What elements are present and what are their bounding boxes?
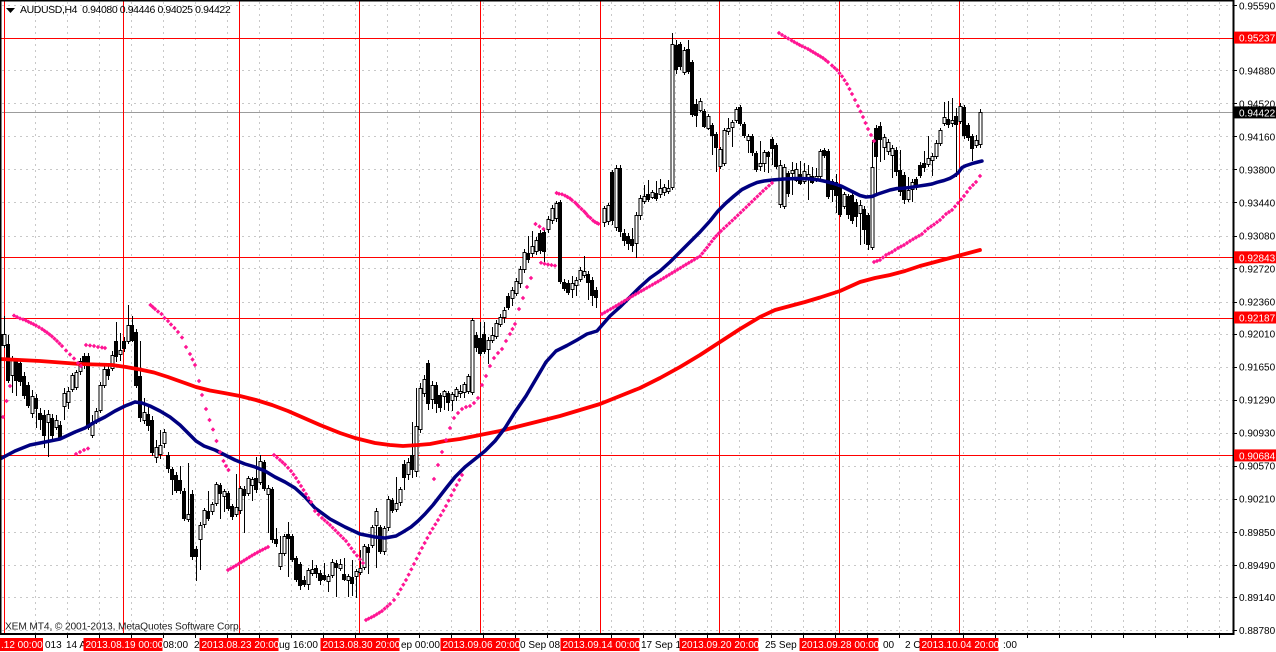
svg-text:0 Sep 08:: 0 Sep 08: [520, 640, 563, 651]
svg-text:0.94422: 0.94422 [1239, 108, 1276, 119]
svg-text:0.92843: 0.92843 [1239, 253, 1276, 264]
svg-text:ug 16:00: ug 16:00 [279, 640, 318, 651]
svg-text:AUDUSD,H4 0.94080 0.94446 0.9: AUDUSD,H4 0.94080 0.94446 0.94025 0.9442… [20, 4, 231, 16]
svg-text:0.89490: 0.89490 [1239, 561, 1276, 572]
svg-text:2013.08.30 20:00: 2013.08.30 20:00 [323, 640, 401, 651]
svg-text:0.94880: 0.94880 [1239, 66, 1276, 77]
svg-text::00: :00 [1003, 640, 1017, 651]
svg-text:14 A: 14 A [66, 640, 86, 651]
svg-text:0.95237: 0.95237 [1239, 34, 1276, 45]
svg-text:013: 013 [45, 640, 62, 651]
svg-text:2013.08.23 20:00: 2013.08.23 20:00 [202, 640, 280, 651]
svg-text:0.90210: 0.90210 [1239, 495, 1276, 506]
svg-text:0.92187: 0.92187 [1239, 314, 1276, 325]
svg-text:0.90684: 0.90684 [1239, 451, 1276, 462]
svg-text:0.92010: 0.92010 [1239, 330, 1276, 341]
svg-text:0.92360: 0.92360 [1239, 298, 1276, 309]
svg-text:0.91650: 0.91650 [1239, 363, 1276, 374]
svg-text:2013.09.14 00:00: 2013.09.14 00:00 [563, 640, 641, 651]
svg-text:0.94160: 0.94160 [1239, 132, 1276, 143]
svg-text:0.95590: 0.95590 [1239, 1, 1276, 12]
svg-text:2013.08.19 00:00: 2013.08.19 00:00 [86, 640, 164, 651]
svg-text:0.93440: 0.93440 [1239, 199, 1276, 210]
svg-text:2013.10.04 20:00: 2013.10.04 20:00 [922, 640, 1000, 651]
svg-text:0.90930: 0.90930 [1239, 429, 1276, 440]
svg-text:XEM MT4, © 2001-2013, MetaQuot: XEM MT4, © 2001-2013, MetaQuotes Softwar… [5, 622, 241, 633]
svg-text:0.93800: 0.93800 [1239, 165, 1276, 176]
svg-text:0.89850: 0.89850 [1239, 528, 1276, 539]
svg-text:2 Oc: 2 Oc [905, 640, 926, 651]
svg-text:ep 00:00: ep 00:00 [401, 640, 440, 651]
svg-text:0.90570: 0.90570 [1239, 462, 1276, 473]
svg-text:2013.09.06 20:00: 2013.09.06 20:00 [443, 640, 521, 651]
svg-text:2: 2 [194, 640, 200, 651]
svg-text:0.92720: 0.92720 [1239, 265, 1276, 276]
svg-text:2013.09.28 00:00: 2013.09.28 00:00 [802, 640, 880, 651]
svg-text:0.88780: 0.88780 [1239, 626, 1276, 637]
svg-text:0.91290: 0.91290 [1239, 396, 1276, 407]
svg-text:25 Sep: 25 Sep [765, 640, 797, 651]
svg-text:17 Sep 1: 17 Sep 1 [641, 640, 681, 651]
svg-text:.12 00:00: .12 00:00 [1, 640, 43, 651]
svg-text:0.94520: 0.94520 [1239, 99, 1276, 110]
svg-text:0.89140: 0.89140 [1239, 593, 1276, 604]
svg-text:00: 00 [883, 640, 895, 651]
svg-text:0.93080: 0.93080 [1239, 232, 1276, 243]
svg-text:08:00: 08:00 [163, 640, 188, 651]
svg-text:2013.09.20 20:00: 2013.09.20 20:00 [682, 640, 760, 651]
